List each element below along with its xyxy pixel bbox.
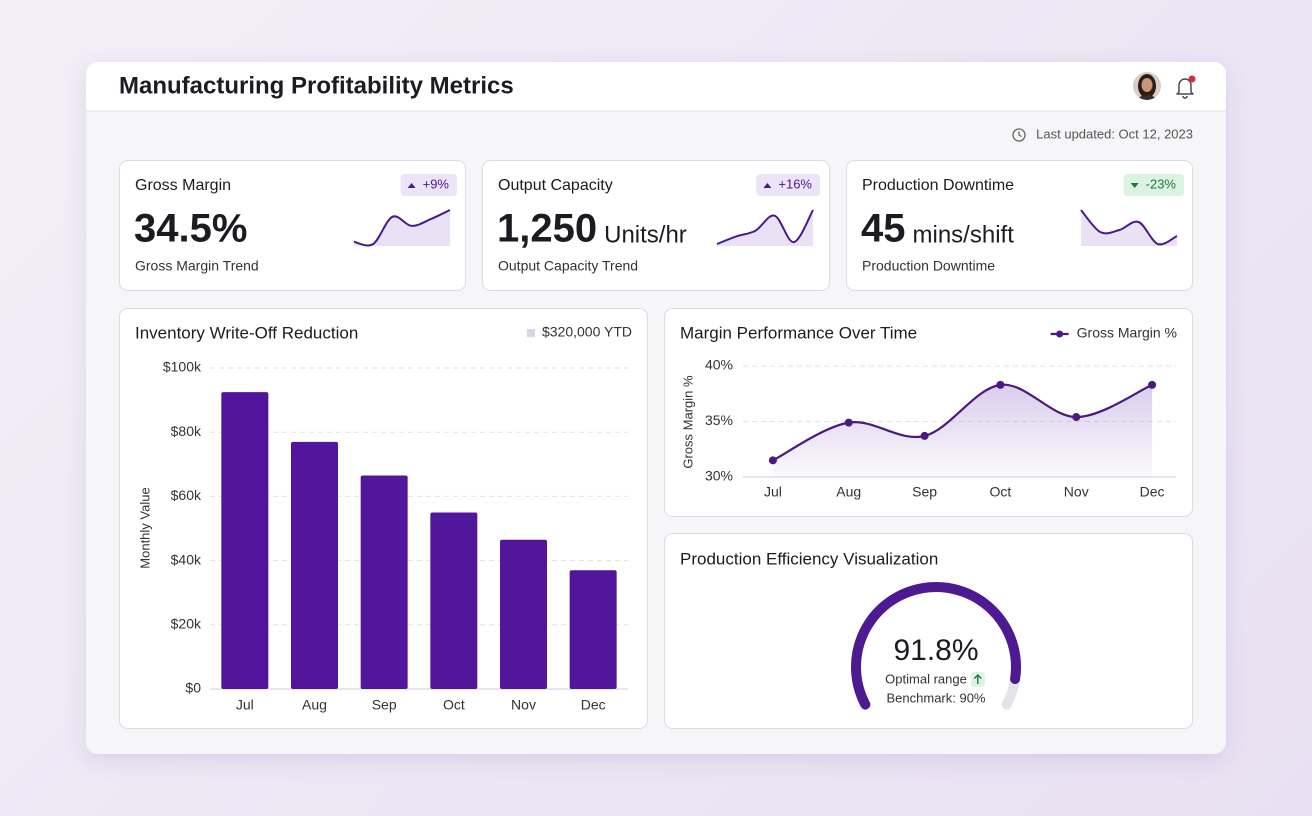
kpi-card [846,160,1193,291]
kpi-badge-text: -23% [1146,176,1177,191]
kpi-value: 1,250 [497,207,597,251]
sparkline [716,209,814,245]
bar[interactable] [291,441,338,689]
kpi-badge-arrow [763,183,772,188]
legend-label: Gross Margin % [1077,325,1177,341]
kpi-badge [1123,174,1184,196]
kpi-unit: Units/hr [604,221,687,248]
sparkline [1080,209,1178,246]
x-tick-label: Jul [764,484,782,500]
kpi-title: Gross Margin [135,177,231,194]
x-tick-label: Nov [1064,484,1089,500]
line-area [772,384,1153,477]
kpi-card [482,160,830,291]
kpi-title: Production Downtime [862,177,1014,194]
data-point[interactable] [920,431,929,440]
y-tick-label: 40% [705,357,733,373]
gauge-benchmark: Benchmark: 90% [887,690,986,705]
status-icon [973,674,982,684]
bar[interactable] [221,392,269,689]
chart-title: Production Efficiency Visualization [680,549,938,568]
header-bar [86,62,1226,111]
kpi-badge-arrow [1130,183,1139,188]
last-updated: Last updated: Oct 12, 2023 [1036,126,1193,141]
y-axis-label: Monthly Value [137,487,152,568]
legend-swatch [526,329,535,337]
legend-label: $320,000 YTD [542,324,632,340]
bar[interactable] [500,539,547,689]
y-tick-label: 35% [705,412,733,428]
x-tick-label: Jul [236,697,254,713]
kpi-subtitle: Output Capacity Trend [498,258,638,274]
y-tick-label: 30% [705,468,733,484]
gauge-value [851,582,1021,710]
data-point[interactable] [844,418,853,427]
sparkline-area [1081,210,1177,246]
kpi-badge [400,174,457,196]
line [772,383,1153,462]
x-tick-label: Sep [912,484,937,500]
chart-card [664,533,1193,729]
data-point[interactable] [768,456,777,465]
x-tick-label: Oct [990,484,1012,500]
y-tick-label: $40k [171,551,202,567]
kpi-badge-text: +9% [423,176,450,191]
page-title: Manufacturing Profitability Metrics [119,72,514,99]
x-tick-label: Aug [302,697,327,713]
kpi-value: 34.5% [134,207,247,251]
bar[interactable] [569,570,617,689]
data-point[interactable] [996,380,1005,389]
bar[interactable] [360,475,408,689]
kpi-card [119,160,466,291]
chart-title: Inventory Write-Off Reduction [135,323,358,342]
sparkline [353,209,451,247]
kpi-badge-text: +16% [778,176,812,191]
data-point[interactable] [1148,380,1157,389]
x-tick-label: Dec [581,697,606,713]
y-tick-label: $80k [171,423,202,439]
chart-title: Margin Performance Over Time [680,323,917,342]
kpi-badge-arrow [407,183,416,188]
data-point[interactable] [1072,413,1081,422]
sparkline-area [717,210,813,246]
avatar[interactable] [1133,72,1161,109]
kpi-subtitle: Gross Margin Trend [135,258,259,274]
y-tick-label: $60k [171,487,202,503]
x-tick-label: Oct [443,697,465,713]
x-tick-label: Dec [1140,484,1165,500]
legend-marker [1056,330,1064,338]
kpi-value: 45 [861,207,906,251]
sparkline-area [354,210,450,246]
x-tick-label: Nov [511,697,536,713]
y-tick-label: $20k [171,616,202,632]
notification-bell[interactable] [1176,75,1196,99]
x-tick-label: Aug [836,484,861,500]
x-tick-label: Sep [372,697,397,713]
gauge-value-label: 91.8% [893,634,978,667]
y-tick-label: $100k [163,359,202,375]
y-axis-label: Gross Margin % [680,375,695,469]
bar[interactable] [430,512,478,689]
kpi-unit: mins/shift [913,221,1015,248]
kpi-subtitle: Production Downtime [862,258,995,274]
kpi-title: Output Capacity [498,177,613,194]
kpi-badge [756,174,820,196]
gauge-status: Optimal range [885,671,967,686]
y-tick-label: $0 [185,680,201,696]
clock-icon [1012,128,1026,142]
